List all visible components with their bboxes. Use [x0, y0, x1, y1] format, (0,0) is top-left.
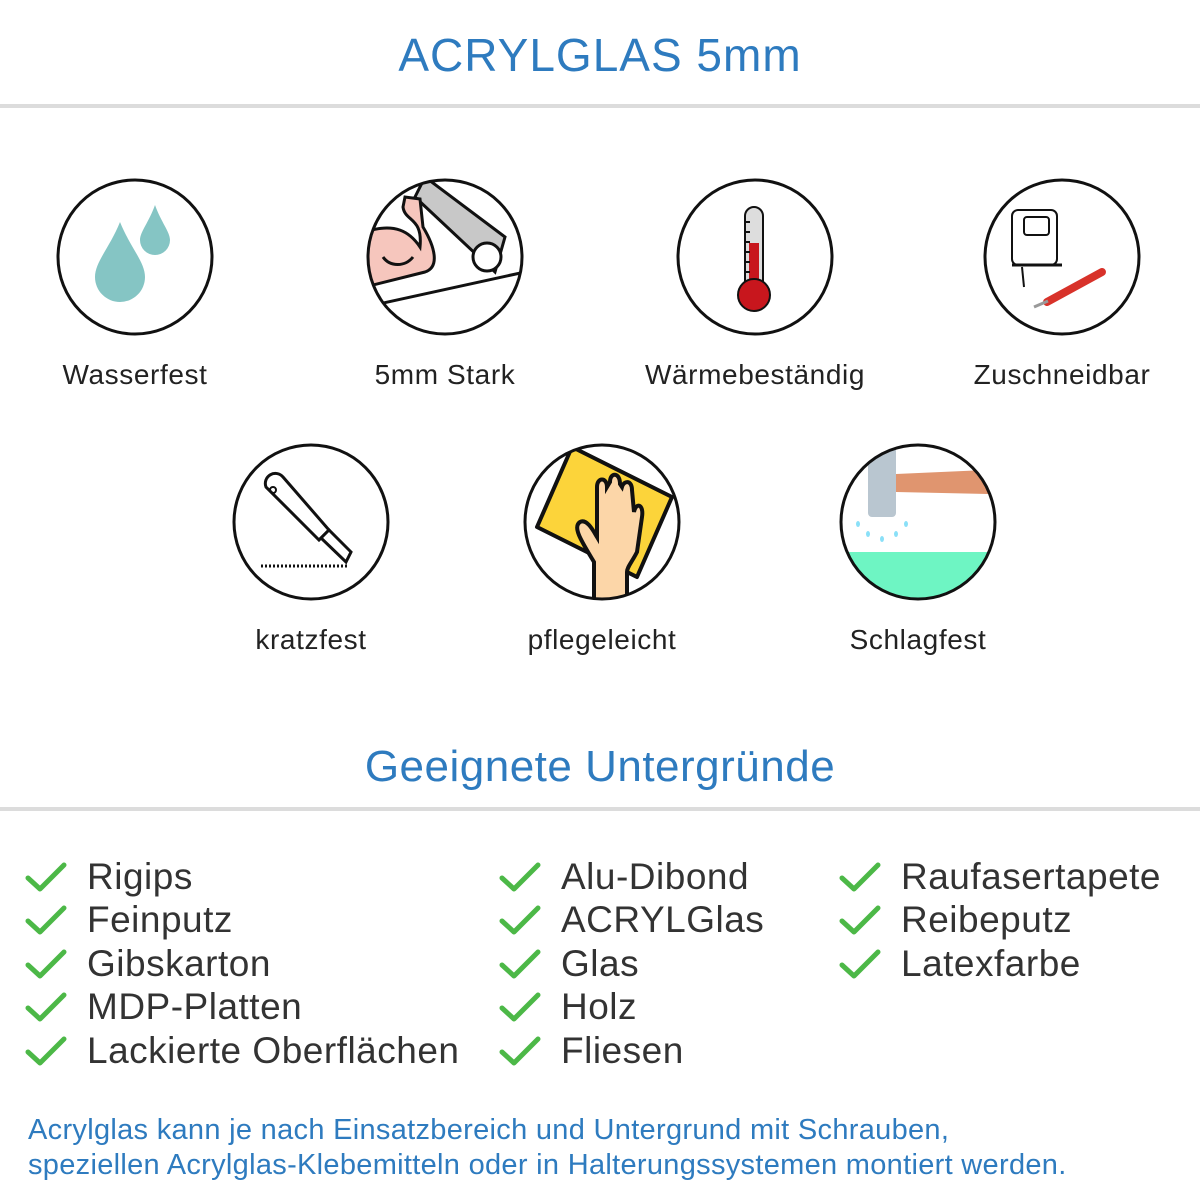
mounting-note-line: Acrylglas kann je nach Einsatzbereich un…	[28, 1114, 950, 1146]
surface-item: Reibeputz	[839, 899, 1161, 943]
feature-kratzfest: kratzfest	[181, 442, 441, 656]
surface-item: Feinputz	[25, 899, 459, 943]
water-drops-icon	[56, 178, 214, 336]
feature-5mm-stark: 5mm Stark	[315, 177, 575, 391]
feature-label: Wasserfest	[62, 359, 208, 390]
mounting-note: Acrylglas kann je nach Einsatzbereich un…	[28, 1113, 1067, 1183]
feature-label: Wärmebeständig	[644, 359, 866, 390]
feature-label: pflegeleicht	[527, 624, 677, 655]
check-icon	[25, 862, 67, 892]
surface-label: Alu-Dibond	[561, 855, 750, 897]
check-icon	[839, 905, 881, 935]
jigsaw-cutter-icon	[983, 178, 1141, 336]
surface-label: Fliesen	[561, 1029, 684, 1071]
mounting-note-line: speziellen Acrylglas-Klebemitteln oder i…	[28, 1149, 1067, 1181]
surfaces-column-1: Rigips Feinputz Gibskarton MDP-Platten Lacki…	[25, 855, 459, 1073]
surface-item: Rigips	[25, 855, 459, 899]
feature-zuschneidbar: Zuschneidbar	[932, 177, 1192, 391]
surface-item: Holz	[499, 986, 764, 1030]
check-icon	[499, 862, 541, 892]
surface-label: Rigips	[87, 855, 193, 897]
surface-item: Glas	[499, 942, 764, 986]
check-icon	[499, 992, 541, 1022]
surface-label: Gibskarton	[87, 942, 271, 984]
surfaces-column-2: Alu-Dibond ACRYLGlas Glas Holz Fliesen	[499, 855, 764, 1073]
feature-pflegeleicht: pflegeleicht	[472, 442, 732, 656]
check-icon	[25, 1036, 67, 1066]
feature-wasserfest: Wasserfest	[5, 177, 265, 391]
surface-item: Lackierte Oberflächen	[25, 1029, 459, 1073]
surface-label: MDP-Platten	[87, 986, 303, 1028]
feature-label: 5mm Stark	[374, 359, 516, 390]
surfaces-column-3: Raufasertapete Reibeputz Latexfarbe	[839, 855, 1161, 986]
feature-waermebestaendig: Wärmebeständig	[625, 177, 885, 391]
feature-label: Schlagfest	[849, 624, 987, 655]
surface-item: ACRYLGlas	[499, 899, 764, 943]
check-icon	[499, 949, 541, 979]
feature-schlagfest: Schlagfest	[788, 442, 1048, 656]
surface-label: Glas	[561, 942, 640, 984]
surface-item: Gibskarton	[25, 942, 459, 986]
surface-label: Feinputz	[87, 899, 233, 941]
check-icon	[25, 905, 67, 935]
divider	[0, 104, 1200, 108]
surfaces-title: Geeignete Untergründe	[364, 742, 836, 791]
feature-label: kratzfest	[255, 624, 367, 655]
surface-label: Reibeputz	[901, 899, 1073, 941]
check-icon	[25, 949, 67, 979]
check-icon	[499, 1036, 541, 1066]
surface-label: Latexfarbe	[901, 942, 1081, 984]
hand-cloth-icon	[523, 443, 681, 601]
surface-label: Holz	[561, 986, 638, 1028]
surface-item: Alu-Dibond	[499, 855, 764, 899]
surface-label: ACRYLGlas	[561, 899, 765, 941]
page-title: ACRYLGLAS 5mm	[398, 29, 802, 81]
check-icon	[499, 905, 541, 935]
check-icon	[839, 949, 881, 979]
surface-item: Latexfarbe	[839, 942, 1161, 986]
surface-label: Raufasertapete	[901, 855, 1162, 897]
strong-arm-icon	[366, 178, 524, 336]
cutter-knife-icon	[232, 443, 390, 601]
surface-item: Fliesen	[499, 1029, 764, 1073]
surface-item: MDP-Platten	[25, 986, 459, 1030]
check-icon	[25, 992, 67, 1022]
feature-label: Zuschneidbar	[973, 359, 1151, 390]
check-icon	[839, 862, 881, 892]
surface-label: Lackierte Oberflächen	[87, 1029, 460, 1071]
divider	[0, 807, 1200, 811]
surface-item: Raufasertapete	[839, 855, 1161, 899]
thermometer-icon	[676, 178, 834, 336]
hammer-icon	[839, 443, 997, 601]
